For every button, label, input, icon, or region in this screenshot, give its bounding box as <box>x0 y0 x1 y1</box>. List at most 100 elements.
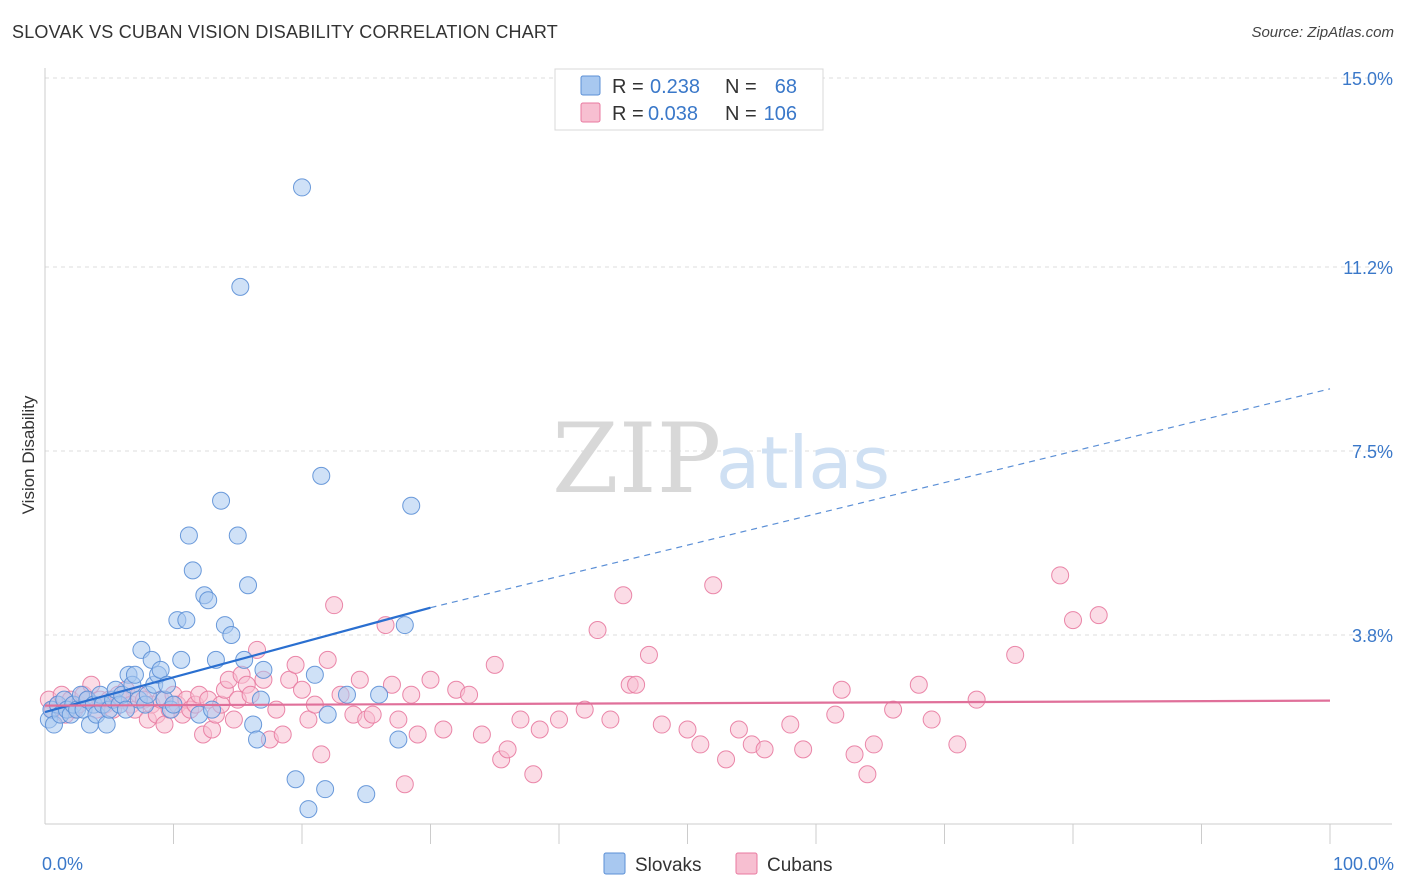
cubans-point <box>909 675 928 694</box>
x-tick-label: 0.0% <box>42 854 83 874</box>
cubans-point <box>530 720 549 739</box>
slovaks-point <box>231 277 250 296</box>
cubans-point <box>402 685 421 704</box>
slovaks-point <box>254 660 273 679</box>
slovaks-point <box>222 626 241 645</box>
slovaks-point <box>316 780 335 799</box>
x-tick-labels: 0.0% 100.0% <box>42 854 1394 874</box>
watermark-atlas: atlas <box>716 421 890 505</box>
cubans-point <box>1064 611 1082 630</box>
cubans-point <box>575 700 594 719</box>
cubans-point <box>588 621 607 640</box>
cubans-point <box>350 670 369 689</box>
cubans-point <box>203 720 222 739</box>
cubans-point <box>363 705 382 724</box>
gridlines <box>45 77 1392 636</box>
slovaks-point <box>286 770 305 789</box>
cubans-point <box>678 720 697 739</box>
cubans-point <box>884 700 903 719</box>
slovaks-point <box>293 178 311 197</box>
slovaks-point <box>395 616 414 635</box>
cubans-point <box>460 685 479 704</box>
cubans-point <box>472 725 491 744</box>
slovaks-point <box>179 526 198 545</box>
y-tick-label: 3.8% <box>1352 626 1393 646</box>
cubans-point <box>729 720 748 739</box>
cubans-point <box>389 710 408 729</box>
slovaks-point <box>370 685 389 704</box>
cubans-point <box>922 710 941 729</box>
slovaks-point <box>318 705 337 724</box>
cubans-point <box>434 720 453 739</box>
legend-top: R = 0.238 N = 68 R = 0.038 N = 106 <box>554 68 824 131</box>
cubans-point <box>967 690 986 709</box>
legend-swatch-cubans <box>735 852 758 875</box>
slovaks-point <box>172 650 191 669</box>
slovaks-point <box>199 591 218 610</box>
series-slovaks <box>39 178 421 819</box>
legend-n-label: N = <box>725 76 757 98</box>
slovaks-point <box>151 660 170 679</box>
slovaks-point <box>337 685 356 704</box>
cubans-point <box>704 576 723 595</box>
cubans-point <box>717 750 736 769</box>
slovaks-point <box>389 730 408 749</box>
cubans-point <box>691 735 710 754</box>
y-axis-title: Vision Disability <box>19 395 38 514</box>
cubans-point <box>498 740 517 759</box>
cubans-point <box>286 655 305 674</box>
watermark-zip: ZIP <box>552 403 721 515</box>
slovaks-point <box>228 526 247 545</box>
cubans-point <box>511 710 530 729</box>
legend-label-slovaks: Slovaks <box>635 855 702 876</box>
cubans-point <box>864 735 883 754</box>
y-tick-label: 15.0% <box>1342 69 1393 89</box>
cubans-point <box>524 765 543 784</box>
legend-n-value: 68 <box>775 76 797 98</box>
y-tick-labels: 3.8% 7.5% 11.2% 15.0% <box>1342 69 1393 646</box>
cubans-point <box>845 745 864 764</box>
cubans-point <box>781 715 800 734</box>
legend-swatch-cubans <box>580 102 601 123</box>
slovaks-point <box>183 561 202 580</box>
slovaks-trend-extension <box>430 388 1331 609</box>
legend-r-label: R = <box>612 76 644 98</box>
slovaks-point <box>312 466 331 485</box>
slovaks-point <box>125 665 144 684</box>
slovaks-point <box>239 576 258 595</box>
cubans-point <box>614 586 633 605</box>
slovaks-point <box>212 491 231 510</box>
slovaks-point <box>177 611 196 630</box>
legend-n-value: 106 <box>764 103 797 125</box>
source-credit: Source: ZipAtlas.com <box>1251 24 1394 41</box>
legend-r-value: 0.038 <box>648 103 698 125</box>
cubans-point <box>312 745 331 764</box>
legend-bottom: Slovaks Cubans <box>603 852 833 876</box>
slovaks-point <box>305 665 324 684</box>
cubans-point <box>1006 645 1025 664</box>
y-tick-label: 11.2% <box>1343 258 1393 278</box>
cubans-point <box>408 725 427 744</box>
cubans-point <box>325 596 344 615</box>
legend-r-label: R = <box>612 103 644 125</box>
legend-swatch-slovaks <box>603 852 626 875</box>
cubans-point <box>1051 566 1070 585</box>
chart-title: SLOVAK VS CUBAN VISION DISABILITY CORREL… <box>12 22 558 42</box>
cubans-point <box>755 740 774 759</box>
cubans-point <box>652 715 671 734</box>
slovaks-point <box>97 715 116 734</box>
slovaks-point <box>203 700 222 719</box>
cubans-point <box>224 710 243 729</box>
axes <box>44 68 1392 844</box>
cubans-point <box>293 680 311 699</box>
cubans-point <box>1089 606 1108 625</box>
slovaks-point <box>248 730 267 749</box>
slovaks-point <box>299 800 318 819</box>
cubans-point <box>858 765 877 784</box>
legend-label-cubans: Cubans <box>767 855 833 876</box>
legend-swatch-slovaks <box>580 75 601 96</box>
slovaks-point <box>357 785 376 804</box>
x-tick-label: 100.0% <box>1333 854 1394 874</box>
cubans-point <box>832 680 851 699</box>
